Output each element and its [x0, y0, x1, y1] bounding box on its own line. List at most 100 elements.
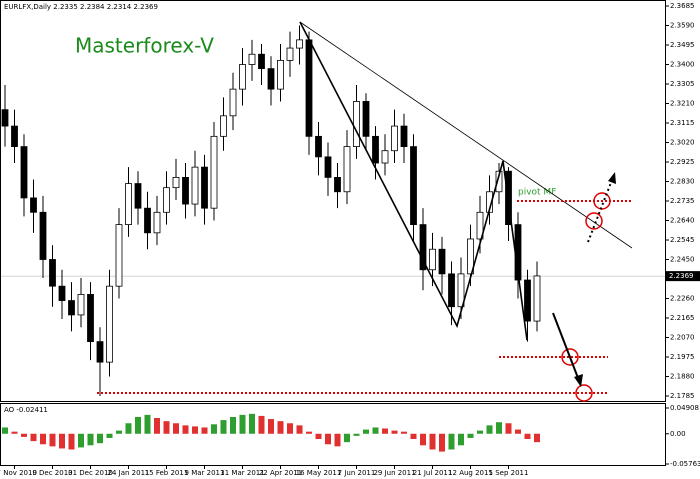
ao-bar	[30, 433, 37, 442]
ao-bar	[230, 416, 236, 434]
ao-bar	[154, 418, 160, 434]
candle-body	[134, 183, 142, 209]
y-tick-label: 2.1785	[670, 392, 695, 400]
y-tick-label: 0.00	[670, 430, 686, 438]
ao-bar	[135, 416, 141, 434]
ao-bar	[201, 427, 208, 434]
candle-body	[467, 238, 474, 275]
y-tick-label: 2.3020	[670, 139, 695, 147]
candle-body	[106, 285, 113, 363]
ao-bar	[2, 427, 8, 434]
candle-body	[362, 101, 370, 137]
candle-body	[533, 275, 541, 322]
arrow-head	[574, 374, 583, 387]
candle-body	[315, 135, 322, 158]
ao-bar	[287, 423, 293, 434]
candle-body	[191, 166, 199, 205]
ao-bar	[11, 431, 18, 434]
candle-body	[96, 341, 104, 363]
x-tick-label: 22 Apr 2011	[259, 469, 302, 477]
candle-body	[220, 115, 227, 137]
circle	[593, 192, 611, 210]
candle-body	[277, 59, 284, 90]
zigzag	[299, 21, 528, 341]
ao-bar	[467, 433, 474, 438]
candle-body	[68, 300, 75, 316]
y-tick-label: 2.2545	[670, 236, 695, 244]
candle-body	[144, 207, 151, 234]
candle-body	[87, 293, 94, 343]
x-tick-label: 16 May 2011	[296, 469, 342, 477]
ao-bar	[344, 433, 350, 443]
candle-body	[172, 176, 180, 189]
ao-bar	[78, 433, 84, 448]
candle-body	[419, 224, 427, 271]
x-tick-label: 9 Mar 2011	[185, 469, 225, 477]
arrow	[587, 179, 613, 243]
ao-bar	[325, 433, 331, 445]
candle-body	[248, 53, 256, 65]
ao-bar	[163, 421, 170, 434]
arrow-head	[608, 172, 616, 184]
candle-body	[343, 146, 351, 193]
ao-bar	[296, 425, 303, 434]
ao-bar	[87, 433, 94, 446]
trend-line	[299, 21, 633, 249]
circle	[561, 348, 579, 366]
candle-body	[182, 176, 189, 205]
chart-title: EURLFX,Daily 2.2335 2.2384 2.2314 2.2369	[4, 3, 158, 11]
x-tick-label: 24 Jan 2011	[108, 469, 150, 477]
ao-bar	[515, 429, 521, 434]
candle-body	[400, 125, 408, 148]
x-tick-label: 31 Mar 2011	[220, 469, 264, 477]
candle-body	[305, 39, 313, 137]
ao-bar	[21, 433, 27, 437]
ao-bar	[524, 433, 531, 440]
candle-body	[296, 39, 303, 49]
circle	[575, 384, 593, 402]
candle-body	[495, 170, 503, 193]
ao-bar	[534, 433, 540, 443]
candle-body	[324, 156, 332, 178]
ao-bar	[505, 423, 512, 434]
x-tick-label: 31 Dec 2010	[68, 469, 113, 477]
x-tick-label: 5 Sep 2011	[489, 469, 529, 477]
y-tick-label: 2.3115	[670, 119, 695, 127]
x-tick-label: 7 Jun 2011	[338, 469, 376, 477]
ao-bar	[363, 429, 369, 434]
ao-bar	[49, 433, 56, 447]
candle-body	[391, 125, 398, 152]
ao-bar	[268, 419, 274, 434]
candle-body	[201, 166, 208, 209]
candle-body	[410, 146, 417, 226]
candle-body	[1, 109, 9, 127]
candle-body	[457, 273, 465, 308]
y-tick-label: 2.2260	[670, 295, 695, 303]
ao-bar	[486, 425, 493, 434]
ao-bar	[220, 420, 227, 434]
candle-body	[353, 101, 360, 148]
ao-bar	[306, 431, 312, 434]
ao-bar	[97, 433, 103, 444]
candle-body	[77, 293, 85, 316]
y-tick-label: 2.2735	[670, 197, 695, 205]
ao-bar	[372, 427, 379, 434]
ao-bar	[258, 415, 265, 434]
candle-body	[334, 176, 341, 193]
ao-bar	[353, 433, 360, 436]
ao-bar	[182, 425, 189, 434]
ao-bar	[277, 421, 284, 434]
y-tick-label: 2.2450	[670, 256, 695, 264]
candle-body	[58, 285, 66, 301]
ao-bar	[448, 433, 455, 450]
candle-body	[429, 248, 436, 271]
ao-bar	[125, 423, 132, 434]
candle-body	[20, 146, 28, 199]
candle-body	[448, 273, 455, 308]
ao-bar	[239, 414, 246, 434]
y-tick-label: 0.04908	[670, 404, 699, 412]
y-tick-label: 2.3590	[670, 22, 695, 30]
candle-body	[476, 211, 484, 240]
y-tick-label: 2.1975	[670, 353, 695, 361]
